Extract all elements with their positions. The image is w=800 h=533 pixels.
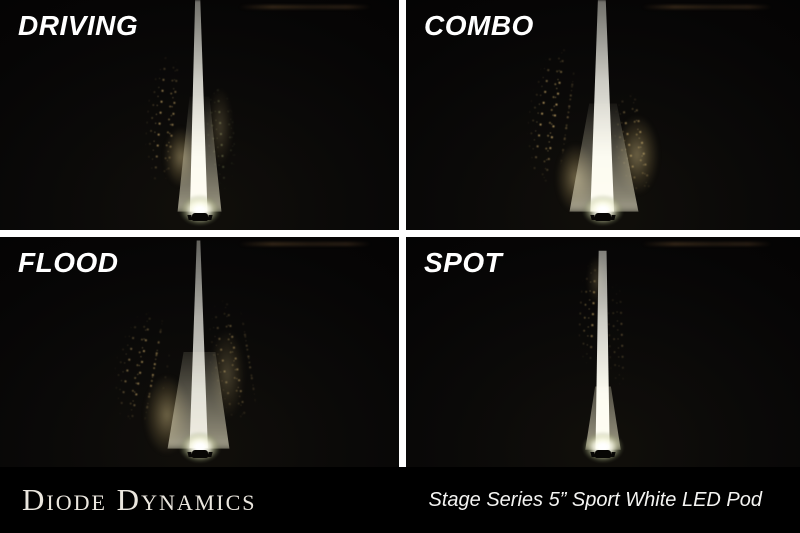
brand-wordmark: Diode Dynamics [22,482,257,517]
distant-horizon-streak [239,242,372,246]
light-source-glow [175,428,224,465]
beam-panel-flood: FLOOD [0,237,399,467]
beam-pattern-label: DRIVING [18,10,139,41]
distant-horizon-streak [239,5,372,9]
beam-panel-combo: COMBO [406,0,800,230]
led-pod-silhouette [595,212,611,221]
light-source-glow [175,191,224,228]
beam-panel-spot: SPOT [406,237,800,467]
light-beam [595,250,610,450]
distant-horizon-streak [642,5,773,9]
beam-comparison-grid: DRIVING COMBO FLOOD SPOT [0,0,800,467]
light-source-glow [579,428,627,465]
caption-bar: Diode Dynamics Stage Series 5” Sport Whi… [0,467,800,533]
distant-horizon-streak [642,242,773,246]
beam-panel-driving: DRIVING [0,0,399,230]
beam-pattern-label: SPOT [424,247,503,278]
light-source-glow [579,191,627,228]
product-name: Stage Series 5” Sport White LED Pod [428,488,763,511]
led-pod-silhouette [191,212,208,221]
beam-pattern-label: FLOOD [18,247,119,278]
led-pod-silhouette [191,449,208,458]
led-pod-silhouette [595,449,611,458]
beam-pattern-label: COMBO [424,10,534,41]
